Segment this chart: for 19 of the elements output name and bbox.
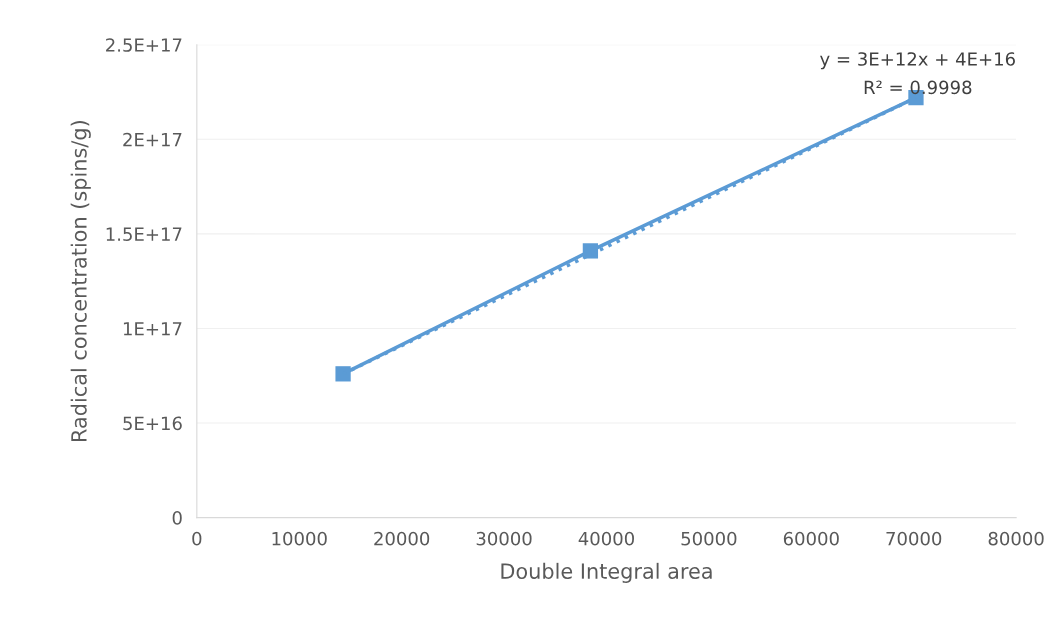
x-tick-label: 20000 (374, 531, 430, 546)
x-tick-label: 30000 (476, 531, 532, 546)
y-tick-label: 2E+17 (123, 132, 182, 147)
x-tick-label: 60000 (783, 531, 839, 546)
y-tick-label: 1.5E+17 (106, 227, 182, 241)
y-axis-title: Radical concentration (spins/g) (70, 121, 91, 441)
x-tick-label: 40000 (578, 531, 634, 546)
y-tick-label: 0 (172, 511, 182, 525)
annotation: R² = 0.9998 (864, 80, 972, 95)
y-tick-label: 2.5E+17 (106, 38, 182, 52)
x-tick-label: 70000 (886, 531, 942, 546)
x-tick-label: 50000 (681, 531, 737, 546)
annotation: y = 3E+12x + 4E+16 (820, 52, 1015, 70)
y-tick-label: 1E+17 (123, 322, 182, 336)
x-tick-label: 80000 (988, 531, 1044, 546)
x-tick-label: 0 (192, 531, 202, 546)
x-tick-label: 10000 (272, 531, 327, 546)
x-axis-title: Double Integral area (501, 562, 712, 583)
y-tick-label: 5E+16 (123, 416, 182, 431)
